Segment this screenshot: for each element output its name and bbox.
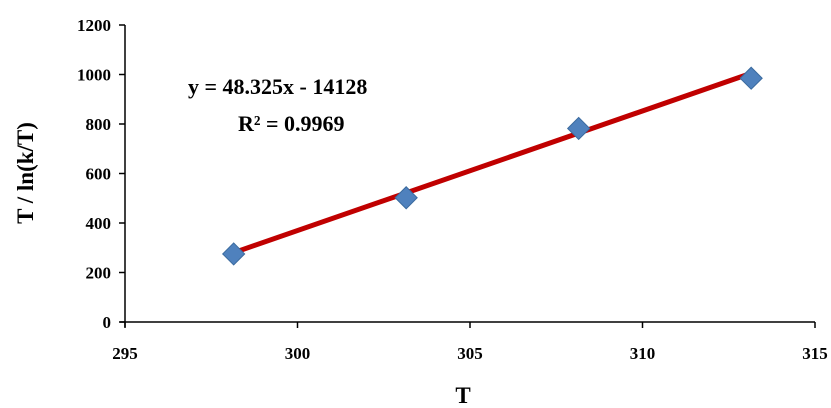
- y-tick-label: 800: [86, 115, 112, 134]
- y-axis: 0 200 400 600 800 1000 1200: [77, 16, 126, 332]
- y-axis-title: T / ln(k/T): [13, 122, 38, 224]
- data-point-diamond: [739, 66, 763, 90]
- y-tick-label: 1000: [77, 66, 111, 85]
- y-tick-label: 1200: [77, 16, 111, 35]
- x-tick-label: 300: [285, 344, 311, 363]
- data-point-diamond: [221, 242, 246, 266]
- data-points: [221, 66, 763, 266]
- x-tick-label: 315: [802, 344, 828, 363]
- y-tick-label: 0: [103, 313, 112, 332]
- data-point-diamond: [394, 186, 418, 210]
- x-tick-label: 310: [630, 344, 656, 363]
- data-point-diamond: [566, 116, 591, 141]
- r-squared-label: R² = 0.9969: [238, 111, 345, 136]
- y-tick-label: 400: [86, 214, 112, 233]
- trendline-equation: y = 48.325x - 14128: [188, 74, 367, 99]
- x-axis: 295 300 305 310 315: [112, 321, 828, 363]
- trendline-group: [231, 70, 754, 256]
- trendline: [231, 70, 754, 256]
- x-axis-title: T: [455, 383, 470, 408]
- y-tick-label: 600: [86, 165, 112, 184]
- x-tick-label: 295: [112, 344, 138, 363]
- x-tick-label: 305: [457, 344, 483, 363]
- y-tick-label: 200: [86, 264, 112, 283]
